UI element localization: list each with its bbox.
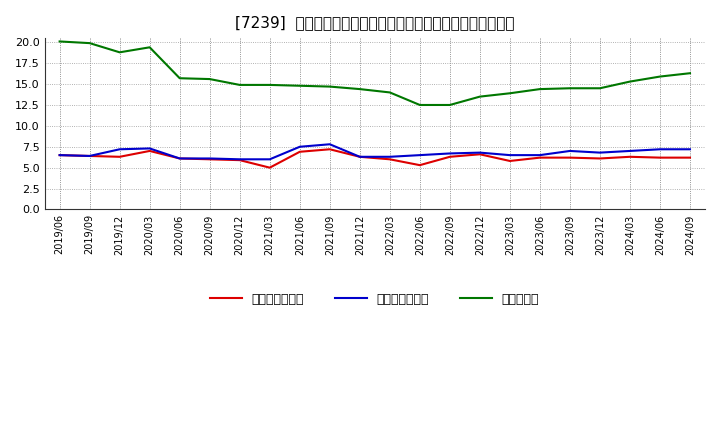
買入債務回転率 xyxy=(205,156,214,161)
Legend: 売上債権回転率, 買入債務回転率, 在庫回転率: 売上債権回転率, 買入債務回転率, 在庫回転率 xyxy=(205,288,544,311)
Line: 買入債務回転率: 買入債務回転率 xyxy=(60,144,690,159)
買入債務回転率 xyxy=(685,147,694,152)
買入債務回転率 xyxy=(415,153,424,158)
在庫回転率 xyxy=(415,103,424,108)
在庫回転率 xyxy=(295,83,304,88)
売上債権回転率 xyxy=(685,155,694,160)
売上債権回転率 xyxy=(626,154,634,159)
買入債務回転率 xyxy=(566,148,575,154)
買入債務回転率 xyxy=(85,153,94,158)
買入債務回転率 xyxy=(266,157,274,162)
Line: 在庫回転率: 在庫回転率 xyxy=(60,41,690,105)
売上債権回転率 xyxy=(205,157,214,162)
売上債権回転率 xyxy=(446,154,454,159)
Line: 売上債権回転率: 売上債権回転率 xyxy=(60,149,690,168)
買入債務回転率 xyxy=(325,142,334,147)
買入債務回転率 xyxy=(595,150,604,155)
Title: [7239]  売上債権回転率、買入債務回転率、在庫回転率の推移: [7239] 売上債権回転率、買入債務回転率、在庫回転率の推移 xyxy=(235,15,515,30)
売上債権回転率 xyxy=(415,162,424,168)
在庫回転率 xyxy=(325,84,334,89)
買入債務回転率 xyxy=(385,154,394,159)
買入債務回転率 xyxy=(115,147,124,152)
売上債権回転率 xyxy=(266,165,274,170)
買入債務回転率 xyxy=(656,147,665,152)
売上債権回転率 xyxy=(85,153,94,158)
買入債務回転率 xyxy=(145,146,154,151)
買入債務回転率 xyxy=(235,157,244,162)
売上債権回転率 xyxy=(176,156,184,161)
売上債権回転率 xyxy=(505,158,514,164)
売上債権回転率 xyxy=(566,155,575,160)
売上債権回転率 xyxy=(656,155,665,160)
売上債権回転率 xyxy=(295,149,304,154)
売上債権回転率 xyxy=(536,155,544,160)
在庫回転率 xyxy=(385,90,394,95)
買入債務回転率 xyxy=(626,148,634,154)
在庫回転率 xyxy=(115,50,124,55)
売上債権回転率 xyxy=(235,158,244,163)
買入債務回転率 xyxy=(295,144,304,150)
売上債権回転率 xyxy=(356,154,364,159)
売上債権回転率 xyxy=(145,148,154,154)
在庫回転率 xyxy=(205,77,214,82)
在庫回転率 xyxy=(505,91,514,96)
売上債権回転率 xyxy=(325,147,334,152)
買入債務回転率 xyxy=(55,153,64,158)
在庫回転率 xyxy=(446,103,454,108)
買入債務回転率 xyxy=(446,151,454,156)
在庫回転率 xyxy=(235,82,244,88)
在庫回転率 xyxy=(566,86,575,91)
売上債権回転率 xyxy=(115,154,124,159)
買入債務回転率 xyxy=(176,156,184,161)
在庫回転率 xyxy=(656,74,665,79)
買入債務回転率 xyxy=(505,153,514,158)
買入債務回転率 xyxy=(475,150,484,155)
在庫回転率 xyxy=(685,70,694,76)
買入債務回転率 xyxy=(356,154,364,159)
在庫回転率 xyxy=(85,40,94,46)
売上債権回転率 xyxy=(385,157,394,162)
在庫回転率 xyxy=(55,39,64,44)
在庫回転率 xyxy=(536,86,544,92)
在庫回転率 xyxy=(595,86,604,91)
在庫回転率 xyxy=(356,86,364,92)
在庫回転率 xyxy=(176,76,184,81)
売上債権回転率 xyxy=(55,153,64,158)
買入債務回転率 xyxy=(536,153,544,158)
在庫回転率 xyxy=(266,82,274,88)
在庫回転率 xyxy=(626,79,634,84)
在庫回転率 xyxy=(475,94,484,99)
売上債権回転率 xyxy=(475,152,484,157)
売上債権回転率 xyxy=(595,156,604,161)
在庫回転率 xyxy=(145,45,154,50)
